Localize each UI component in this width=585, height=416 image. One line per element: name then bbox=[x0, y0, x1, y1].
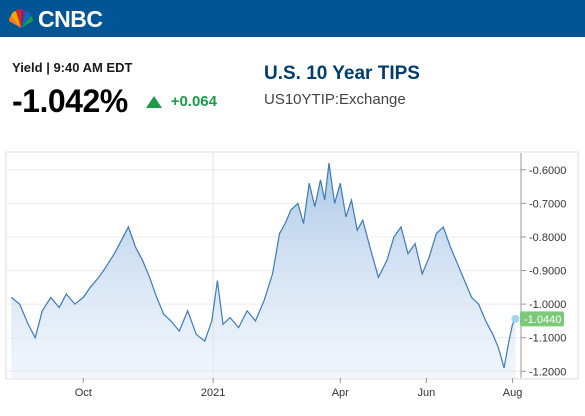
x-tick-label: 2021 bbox=[201, 387, 225, 399]
last-value-marker: -1.0440 bbox=[511, 311, 564, 327]
y-tick-label: -0.6000 bbox=[529, 165, 566, 177]
last-value-label: -1.0440 bbox=[524, 314, 561, 326]
instrument-name: U.S. 10 Year TIPS bbox=[264, 63, 420, 84]
series-line bbox=[10, 163, 516, 369]
y-tick-label: -1.0000 bbox=[529, 299, 566, 311]
y-tick-label: -0.8000 bbox=[529, 232, 566, 244]
x-axis: Oct 2021 Apr Jun Aug bbox=[75, 378, 523, 399]
area-fill bbox=[11, 163, 516, 378]
x-tick-label: Aug bbox=[503, 387, 523, 399]
y-tick-label: -0.9000 bbox=[529, 266, 566, 278]
x-tick-label: Apr bbox=[332, 387, 349, 399]
last-value-badge bbox=[520, 311, 564, 327]
y-tick-label: -1.2000 bbox=[529, 366, 566, 378]
x-tick-label: Oct bbox=[75, 387, 92, 399]
header-bar: CNBC bbox=[0, 0, 585, 37]
y-axis: -0.6000 -0.7000 -0.8000 -0.9000 -1.0000 -1.10… bbox=[520, 153, 566, 378]
quote-identity: U.S. 10 Year TIPS US10YTIP:Exchange bbox=[264, 63, 420, 108]
quote-summary: Yield | 9:40 AM EDT -1.042% +0.064 bbox=[12, 60, 217, 120]
price-change: +0.064 bbox=[170, 93, 217, 110]
peacock-icon bbox=[8, 8, 34, 28]
y-tick-label: -0.7000 bbox=[529, 198, 566, 210]
last-value-dot bbox=[511, 314, 520, 323]
yield-time-label: Yield | 9:40 AM EDT bbox=[12, 60, 133, 75]
price-value: -1.042% bbox=[12, 83, 128, 119]
cnbc-logo[interactable]: CNBC bbox=[8, 5, 103, 32]
logo-text: CNBC bbox=[38, 5, 103, 32]
price-row: -1.042% +0.064 bbox=[12, 83, 217, 120]
up-arrow-icon bbox=[145, 95, 162, 108]
instrument-symbol: US10YTIP:Exchange bbox=[264, 91, 406, 108]
x-tick-label: Jun bbox=[418, 387, 436, 399]
y-tick-label: -1.1000 bbox=[529, 333, 566, 345]
